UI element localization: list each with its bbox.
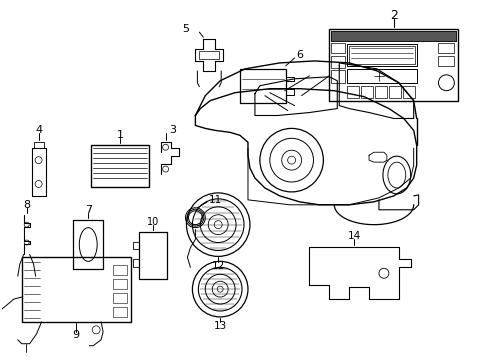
- Bar: [331, 31, 455, 41]
- Text: 14: 14: [347, 230, 360, 240]
- Bar: [346, 44, 416, 66]
- Bar: [21, 257, 131, 322]
- Bar: [388, 86, 400, 98]
- Bar: [438, 56, 453, 66]
- Bar: [113, 293, 127, 303]
- Bar: [346, 86, 358, 98]
- Bar: [348, 46, 414, 64]
- Text: 4: 4: [35, 125, 42, 135]
- Text: 9: 9: [73, 330, 80, 340]
- Bar: [438, 43, 453, 53]
- Bar: [328, 29, 457, 100]
- Bar: [240, 69, 285, 103]
- Text: 8: 8: [23, 200, 30, 210]
- Bar: [346, 69, 416, 83]
- Bar: [139, 231, 166, 279]
- Bar: [113, 279, 127, 289]
- Text: 10: 10: [146, 217, 159, 227]
- Text: 13: 13: [213, 321, 226, 331]
- Text: 12: 12: [211, 261, 224, 271]
- Bar: [331, 70, 345, 83]
- Bar: [113, 265, 127, 275]
- Bar: [331, 43, 345, 53]
- Bar: [360, 86, 372, 98]
- Text: 11: 11: [208, 195, 222, 205]
- Bar: [199, 51, 219, 59]
- Text: 1: 1: [116, 130, 123, 140]
- Text: 3: 3: [169, 125, 176, 135]
- Bar: [73, 220, 103, 269]
- Text: 7: 7: [84, 205, 92, 215]
- Text: 2: 2: [389, 9, 397, 22]
- Bar: [91, 145, 148, 187]
- Text: 5: 5: [182, 24, 188, 34]
- Bar: [331, 56, 345, 68]
- Bar: [402, 86, 414, 98]
- Bar: [331, 31, 455, 41]
- Bar: [374, 86, 386, 98]
- Bar: [113, 307, 127, 317]
- Text: 6: 6: [295, 50, 303, 60]
